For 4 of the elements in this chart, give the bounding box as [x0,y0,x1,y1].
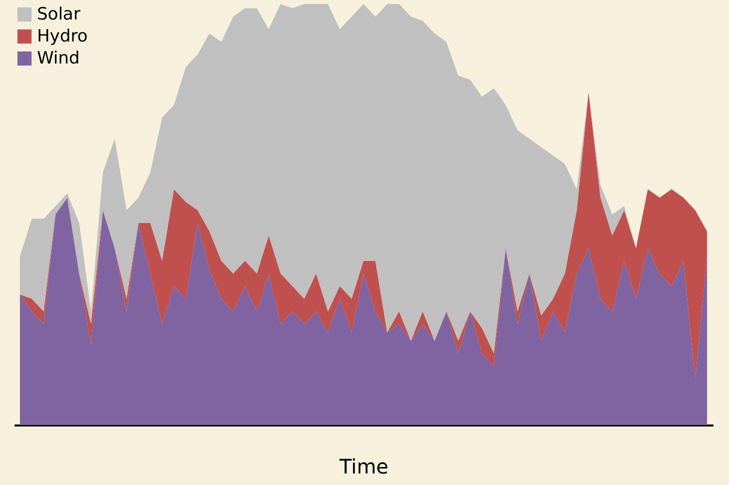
legend-label: Solar [37,4,80,24]
legend-label: Wind [37,48,80,68]
legend-label: Hydro [37,26,88,46]
x-axis-title: Time [338,454,388,478]
